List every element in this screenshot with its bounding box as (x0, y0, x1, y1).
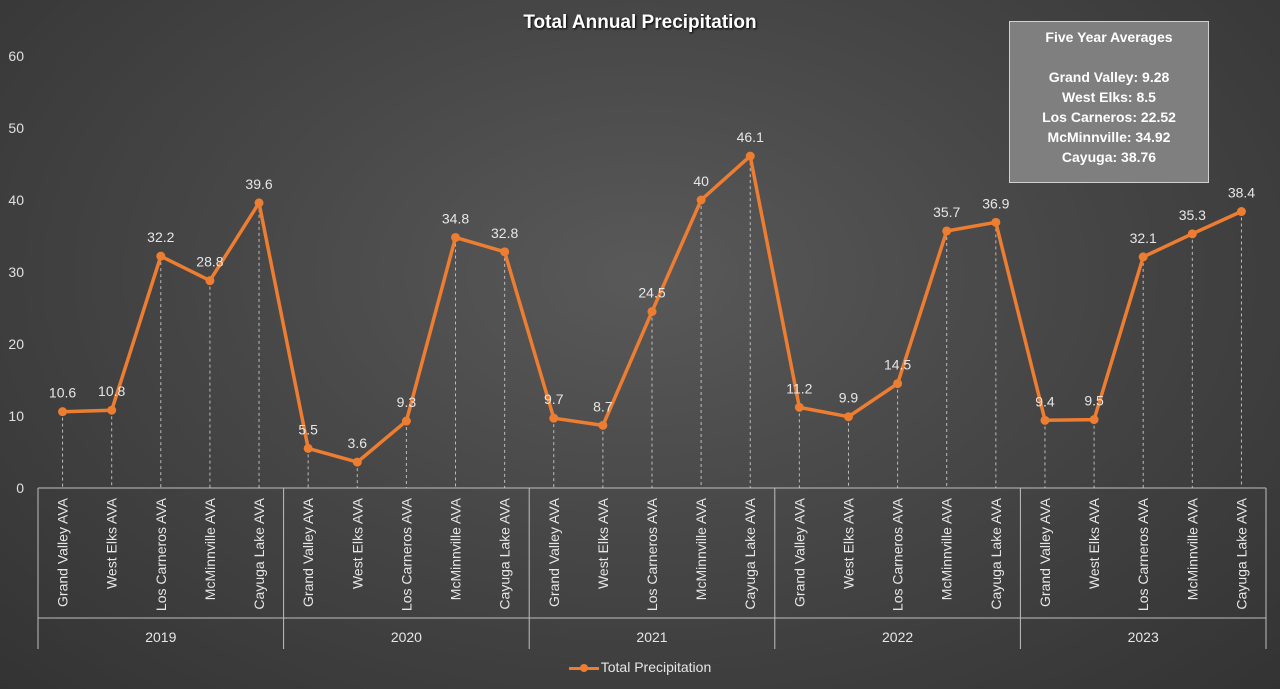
data-point (1089, 415, 1099, 425)
data-label: 36.9 (982, 195, 1009, 211)
category-label: Cayuga Lake AVA (497, 497, 513, 609)
data-label: 39.6 (245, 176, 272, 192)
category-label: Los Carneros AVA (398, 497, 414, 611)
data-point (451, 232, 461, 242)
category-label: Los Carneros AVA (890, 497, 906, 611)
chart-title: Total Annual Precipitation (523, 12, 757, 33)
data-point (156, 251, 166, 261)
data-label: 3.6 (348, 435, 368, 451)
data-label: 5.5 (298, 421, 318, 437)
category-label: Cayuga Lake AVA (988, 497, 1004, 609)
category-label: Grand Valley AVA (1037, 497, 1053, 607)
data-label: 34.8 (442, 210, 469, 226)
category-label: McMinnville AVA (202, 497, 218, 600)
y-tick-label: 20 (8, 336, 24, 352)
data-point (352, 457, 362, 467)
y-tick-label: 10 (8, 408, 24, 424)
data-point (205, 276, 215, 286)
data-point (58, 407, 68, 417)
category-label: McMinnville AVA (693, 497, 709, 600)
average-grand-valley: Grand Valley: 9.28 (1048, 69, 1170, 85)
group-label: 2023 (1128, 629, 1159, 645)
category-label: McMinnville AVA (939, 497, 955, 600)
data-point (401, 416, 411, 426)
data-label: 9.7 (544, 391, 564, 407)
data-label: 8.7 (593, 398, 613, 414)
data-point (942, 226, 952, 236)
data-point (500, 247, 510, 257)
data-label: 10.8 (98, 383, 125, 399)
y-tick-label: 30 (8, 264, 24, 280)
category-label: McMinnville AVA (1184, 497, 1200, 600)
data-label: 32.8 (491, 225, 518, 241)
average-cayuga: Cayuga: 38.76 (1061, 149, 1157, 165)
data-label: 38.4 (1228, 185, 1255, 201)
category-label: McMinnville AVA (448, 497, 464, 600)
category-label: Grand Valley AVA (300, 497, 316, 607)
data-point (843, 412, 853, 422)
y-tick-label: 60 (8, 48, 24, 64)
data-label: 35.3 (1179, 207, 1206, 223)
average-mcminnville: McMinnville: 34.92 (1047, 129, 1171, 145)
data-point (991, 217, 1001, 227)
group-label: 2020 (391, 629, 422, 645)
average-west-elks: West Elks: 8.5 (1062, 89, 1156, 105)
data-label: 46.1 (737, 129, 764, 145)
data-point (696, 195, 706, 205)
average-los-carneros: Los Carneros: 22.52 (1042, 109, 1176, 125)
data-point (745, 151, 755, 161)
category-label: West Elks AVA (349, 497, 365, 589)
category-label: Grand Valley AVA (546, 497, 562, 607)
data-point (598, 420, 608, 430)
data-point (254, 198, 264, 208)
data-point (107, 405, 117, 415)
data-point (1236, 207, 1246, 217)
data-label: 9.9 (839, 390, 859, 406)
data-point (647, 307, 657, 317)
data-label: 35.7 (933, 204, 960, 220)
y-tick-label: 0 (16, 480, 24, 496)
legend-label: Total Precipitation (600, 659, 712, 675)
category-label: West Elks AVA (1086, 497, 1102, 589)
category-label: Cayuga Lake AVA (251, 497, 267, 609)
category-label: Los Carneros AVA (1135, 497, 1151, 611)
data-point (893, 379, 903, 389)
category-label: Cayuga Lake AVA (1233, 497, 1249, 609)
data-label: 14.5 (884, 357, 911, 373)
category-label: West Elks AVA (595, 497, 611, 589)
data-label: 9.5 (1084, 393, 1104, 409)
data-point (794, 402, 804, 412)
data-label: 32.1 (1130, 230, 1157, 246)
five-year-averages-box: Five Year Averages Grand Valley: 9.28 We… (1009, 21, 1209, 183)
data-label: 24.5 (638, 285, 665, 301)
data-point (1040, 415, 1050, 425)
data-label: 9.3 (397, 394, 417, 410)
data-point (303, 443, 313, 453)
data-point (549, 413, 559, 423)
category-label: Cayuga Lake AVA (742, 497, 758, 609)
legend-marker-icon (568, 663, 599, 673)
category-label: West Elks AVA (104, 497, 120, 589)
category-label: Grand Valley AVA (791, 497, 807, 607)
data-label: 32.2 (147, 229, 174, 245)
data-label: 10.6 (49, 385, 76, 401)
data-point (1187, 229, 1197, 239)
y-tick-label: 50 (8, 120, 24, 136)
group-label: 2021 (636, 629, 667, 645)
category-label: West Elks AVA (840, 497, 856, 589)
category-label: Grand Valley AVA (55, 497, 71, 607)
data-point (1138, 252, 1148, 262)
category-label: Los Carneros AVA (644, 497, 660, 611)
legend: Total Precipitation (0, 659, 1280, 675)
category-label: Los Carneros AVA (153, 497, 169, 611)
data-label: 28.8 (196, 254, 223, 270)
y-tick-label: 40 (8, 192, 24, 208)
averages-title: Five Year Averages (1045, 29, 1173, 45)
data-label: 9.4 (1035, 393, 1055, 409)
group-label: 2019 (145, 629, 176, 645)
data-label: 11.2 (786, 380, 812, 396)
group-label: 2022 (882, 629, 913, 645)
data-label: 40 (693, 173, 709, 189)
